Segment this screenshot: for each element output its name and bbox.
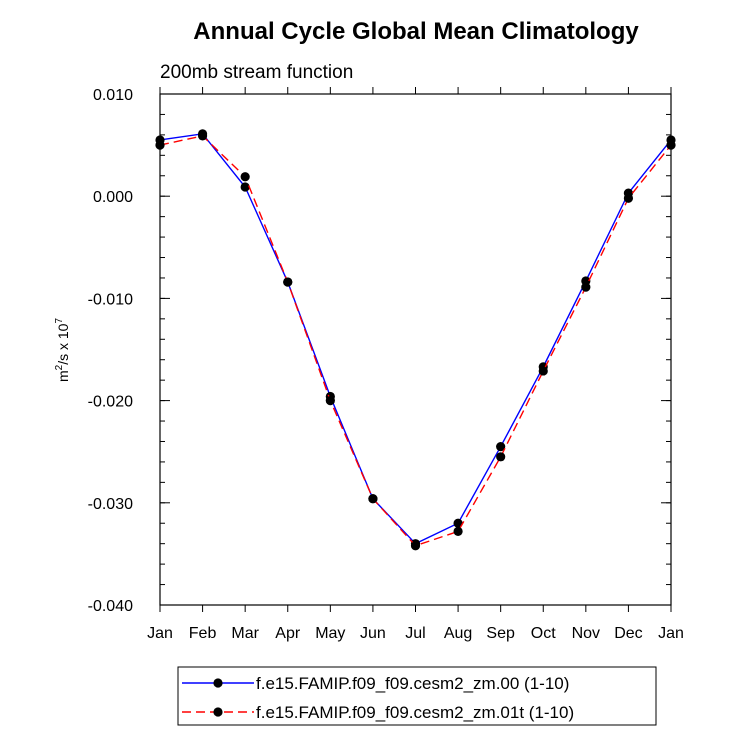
x-tick-label: Dec [614, 625, 642, 642]
x-tick-label: Nov [572, 625, 600, 642]
series-2 [155, 131, 676, 551]
x-tick-label: Jan [147, 625, 173, 642]
data-point [283, 277, 293, 287]
data-point [410, 541, 421, 551]
x-tick-labels: Jan Feb Mar Apr May Jun Jul Aug Sep Oct Nov Dec Jan [147, 625, 684, 642]
legend-item-2: f.e15.FAMIP.f09_f09.cesm2_zm.01t (1-10) [182, 703, 574, 722]
data-point [496, 441, 506, 452]
data-point [581, 282, 591, 292]
x-tick-label: Sep [486, 625, 515, 642]
x-tick-label: Feb [189, 625, 217, 642]
y-tick-label: -0.020 [88, 394, 133, 411]
x-tick-label: May [315, 625, 345, 642]
data-point [240, 182, 250, 192]
y-axis-label: m2/s x 107 [54, 318, 71, 382]
data-point [496, 452, 506, 462]
x-tick-label: Jan [658, 625, 684, 642]
axis-ticks [159, 87, 672, 612]
y-tick-label: -0.030 [88, 496, 133, 513]
legend-item-1: f.e15.FAMIP.f09_f09.cesm2_zm.00 (1-10) [182, 674, 569, 693]
data-point [453, 526, 463, 537]
y-tick-label: 0.000 [93, 189, 133, 206]
chart-title: Annual Cycle Global Mean Climatology [193, 18, 639, 45]
legend-label: f.e15.FAMIP.f09_f09.cesm2_zm.00 (1-10) [256, 674, 569, 693]
legend-box [177, 666, 657, 726]
x-tick-label: Mar [231, 625, 259, 642]
y-tick-label: -0.010 [88, 291, 133, 308]
y-axis-label-prefix: m [55, 370, 71, 382]
chart-subtitle: 200mb stream function [160, 62, 353, 83]
y-tick-labels: 0.010 0.000 -0.010 -0.020 -0.030 -0.040 [88, 87, 133, 615]
data-series [155, 129, 676, 551]
data-point [240, 172, 250, 182]
data-point [197, 131, 208, 141]
x-tick-label: Oct [531, 625, 556, 642]
x-tick-label: Apr [275, 625, 301, 642]
y-tick-label: -0.040 [88, 598, 133, 615]
data-point [453, 518, 463, 528]
legend-label: f.e15.FAMIP.f09_f09.cesm2_zm.01t (1-10) [256, 703, 574, 722]
y-tick-label: 0.010 [93, 87, 133, 104]
legend: f.e15.FAMIP.f09_f09.cesm2_zm.00 (1-10) f.… [177, 666, 657, 726]
data-point [368, 494, 378, 504]
series-1 [155, 129, 676, 549]
y-axis-label-sup2: 7 [54, 318, 65, 324]
data-point [623, 193, 634, 203]
series-line [159, 135, 672, 547]
legend-marker [213, 707, 223, 717]
data-point [325, 396, 335, 406]
y-axis-label-sup1: 2 [54, 364, 65, 370]
plot-frame [159, 93, 672, 606]
x-tick-label: Jul [405, 625, 425, 642]
data-point [538, 366, 548, 376]
svg-text:m2/s x 107: m2/s x 107 [54, 318, 71, 382]
y-axis-label-mid: /s x 10 [55, 323, 71, 364]
x-tick-label: Aug [444, 625, 472, 642]
x-tick-label: Jun [360, 625, 386, 642]
series-line [159, 133, 672, 545]
legend-marker [213, 678, 223, 688]
